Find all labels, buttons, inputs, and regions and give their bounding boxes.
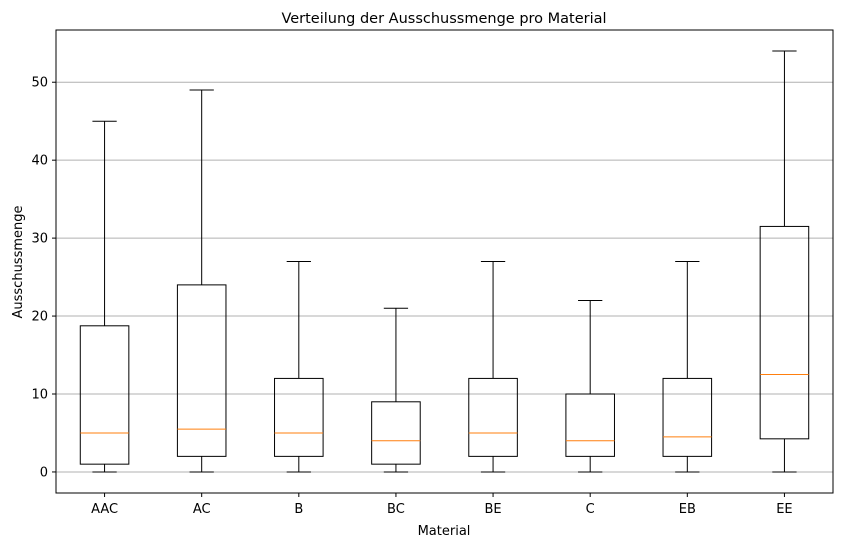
x-tick-label: B (294, 502, 303, 517)
box-EB (662, 261, 713, 473)
box-AC (176, 89, 227, 473)
iqr-box (371, 401, 421, 465)
y-axis: 0 10 20 30 40 50 (31, 76, 56, 480)
box-BC (371, 307, 421, 473)
iqr-box (468, 377, 518, 457)
y-tick-label: 50 (31, 76, 48, 91)
y-tick-label: 20 (31, 310, 48, 325)
iqr-box (79, 325, 130, 465)
iqr-box (565, 393, 615, 457)
x-axis: AAC AC B BC BE C EB EE (91, 493, 793, 517)
x-tick-label: BE (484, 502, 501, 517)
iqr-box (759, 225, 810, 440)
x-tick-label: EE (776, 502, 792, 517)
y-tick-label: 10 (31, 388, 48, 403)
x-tick-label: AC (193, 502, 211, 517)
x-tick-label: C (586, 502, 595, 517)
chart-title: Verteilung der Ausschussmenge pro Materi… (281, 11, 606, 27)
x-tick-label: AAC (91, 502, 118, 517)
y-tick-label: 40 (31, 154, 48, 169)
box-BE (468, 261, 518, 473)
box-AAC (79, 120, 130, 473)
iqr-box (274, 377, 324, 457)
box-EE (759, 50, 810, 473)
y-tick-label: 0 (40, 465, 48, 480)
x-tick-label: BC (387, 502, 405, 517)
boxes (79, 50, 810, 473)
x-axis-label: Material (418, 524, 471, 539)
iqr-box (176, 284, 227, 457)
y-tick-label: 30 (31, 232, 48, 247)
plot-frame (55, 29, 834, 494)
iqr-box (662, 377, 713, 457)
box-C (565, 299, 615, 473)
x-tick-label: EB (679, 502, 696, 517)
y-axis-label: Ausschussmenge (11, 205, 26, 318)
box-B (274, 261, 324, 473)
grid-lines (56, 81, 833, 473)
